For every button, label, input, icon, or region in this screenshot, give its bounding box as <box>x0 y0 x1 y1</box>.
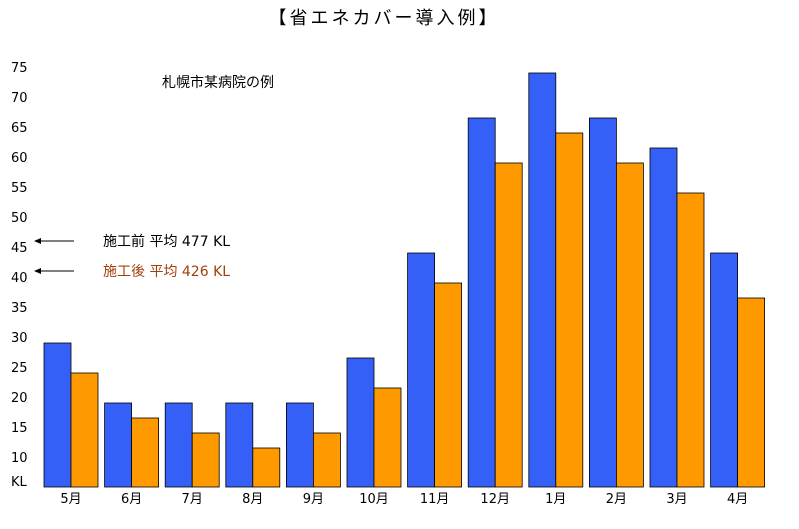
x-tick-label: 6月 <box>121 492 142 507</box>
y-tick-label: 50 <box>11 211 28 226</box>
x-tick-label: 2月 <box>606 492 627 507</box>
y-tick-label: 60 <box>11 151 28 166</box>
x-tick-label: 1月 <box>545 492 566 507</box>
bar <box>70 372 99 488</box>
bar <box>494 162 523 488</box>
bar <box>104 402 132 488</box>
average-annotation: 施工後 平均 426 KL <box>34 264 230 280</box>
bar <box>434 282 463 488</box>
bar <box>555 132 584 488</box>
bar <box>43 342 72 488</box>
annotations: 施工前 平均 477 KL 施工後 平均 426 KL <box>34 233 230 280</box>
chart-subtitle: 札幌市某病院の例 <box>162 74 274 91</box>
bar <box>467 117 496 488</box>
arrow-left-icon <box>34 238 41 244</box>
y-tick-label: 30 <box>11 331 28 346</box>
y-tick-label: 35 <box>11 301 28 316</box>
y-axis-ticks: 10 15 20 25 30 35 40 45 50 55 60 65 70 75 <box>11 61 28 466</box>
y-tick-label: 20 <box>11 391 28 406</box>
y-tick-label: 25 <box>11 361 28 376</box>
bar <box>252 447 281 488</box>
x-axis-ticks: 5月 6月 7月 8月 9月 10月 11月 12月 1月 2月 3月 4月 <box>60 492 748 507</box>
arrow-left-icon <box>34 268 41 274</box>
y-tick-label: 45 <box>11 241 28 256</box>
average-annotation: 施工前 平均 477 KL <box>34 233 230 250</box>
y-tick-label: 65 <box>11 121 28 136</box>
y-tick-label: 40 <box>11 271 28 286</box>
average-label: 施工後 平均 426 KL <box>103 264 230 280</box>
bar <box>616 162 644 488</box>
y-tick-label: 55 <box>11 181 28 196</box>
y-tick-label: 70 <box>11 91 28 106</box>
bar <box>346 357 375 488</box>
chart-title: 【省エネカバー導入例】 <box>269 8 500 29</box>
bar <box>373 387 402 488</box>
y-tick-label: 15 <box>11 421 28 436</box>
x-tick-label: 11月 <box>420 492 450 507</box>
y-tick-label: 10 <box>11 451 28 466</box>
x-tick-label: 3月 <box>666 492 687 507</box>
bar <box>164 402 193 488</box>
bar <box>285 402 314 488</box>
x-tick-label: 12月 <box>480 492 510 507</box>
x-tick-label: 4月 <box>727 492 748 507</box>
bar <box>710 252 738 488</box>
y-axis-unit-label: KL <box>11 475 28 490</box>
x-tick-label: 10月 <box>359 492 389 507</box>
y-tick-label: 75 <box>11 61 28 76</box>
x-tick-label: 9月 <box>303 492 324 507</box>
bar <box>676 192 705 488</box>
bar <box>191 432 220 488</box>
bar <box>649 147 678 488</box>
bar <box>737 297 765 488</box>
x-tick-label: 5月 <box>60 492 81 507</box>
bar <box>131 417 160 488</box>
average-label: 施工前 平均 477 KL <box>103 233 230 250</box>
bar <box>225 402 254 488</box>
bar <box>589 117 617 488</box>
x-tick-label: 7月 <box>182 492 203 507</box>
bar <box>528 72 557 488</box>
bar <box>312 432 341 488</box>
bar <box>407 252 436 488</box>
bar-group <box>43 72 765 488</box>
x-tick-label: 8月 <box>242 492 263 507</box>
